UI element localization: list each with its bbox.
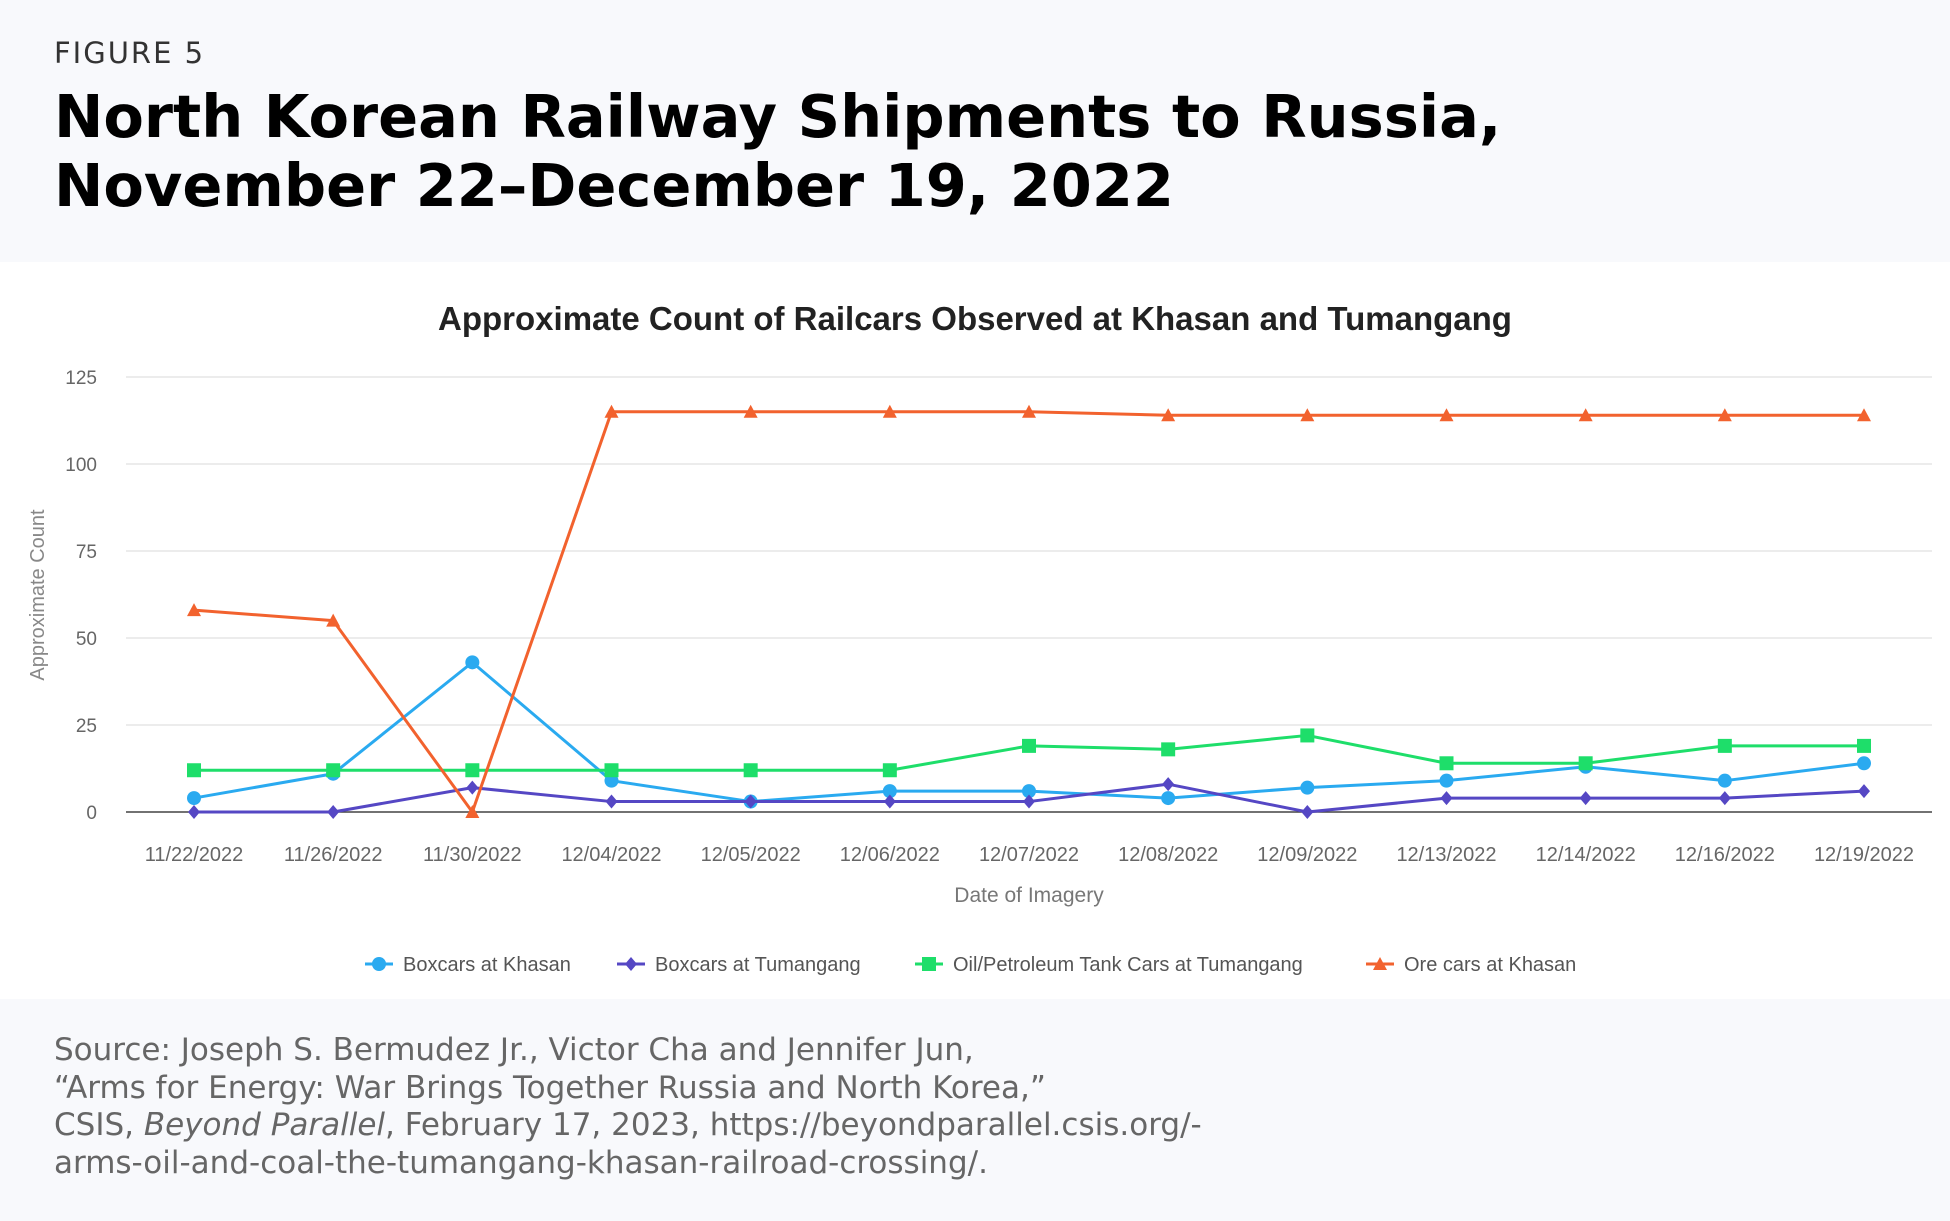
data-point bbox=[1578, 756, 1593, 771]
data-point bbox=[744, 794, 757, 809]
source-date-url: , February 17, 2023, https://beyondparal… bbox=[385, 1107, 1202, 1143]
data-point bbox=[1161, 791, 1176, 806]
data-point bbox=[1717, 738, 1732, 753]
data-point bbox=[1439, 408, 1454, 422]
data-point bbox=[1300, 728, 1315, 743]
data-point bbox=[1579, 791, 1592, 806]
data-point bbox=[743, 763, 758, 778]
legend-marker bbox=[922, 957, 936, 971]
data-point bbox=[1857, 738, 1871, 753]
data-point bbox=[1718, 791, 1731, 806]
legend-label: Ore cars at Khasan bbox=[1404, 954, 1576, 976]
y-tick-label: 100 bbox=[65, 455, 97, 476]
x-tick-label: 12/05/2022 bbox=[701, 844, 801, 866]
series-line-0 bbox=[193, 660, 1865, 804]
legend-label: Boxcars at Tumangang bbox=[655, 954, 861, 976]
x-tick-label: 12/09/2022 bbox=[1257, 844, 1357, 866]
source-prefix: CSIS, bbox=[54, 1107, 144, 1143]
x-tick-label: 12/08/2022 bbox=[1118, 844, 1218, 866]
data-point bbox=[188, 805, 200, 819]
y-tick-label: 50 bbox=[76, 629, 97, 650]
data-point bbox=[327, 805, 340, 819]
y-tick-label: 25 bbox=[76, 716, 97, 737]
figure-title-line-1: North Korean Railway Shipments to Russia… bbox=[54, 82, 1502, 151]
source-line-4: arms-oil-and-coal-the-tumangang-khasan-r… bbox=[54, 1144, 988, 1181]
x-axis-title: Date of Imagery bbox=[954, 884, 1104, 907]
x-tick-label: 12/06/2022 bbox=[840, 844, 940, 866]
data-point bbox=[1022, 738, 1036, 753]
figure-title: North Korean Railway Shipments to Russia… bbox=[54, 82, 1554, 220]
data-point bbox=[326, 763, 341, 778]
x-tick-label: 12/19/2022 bbox=[1814, 844, 1914, 866]
data-point bbox=[1857, 756, 1871, 771]
line-chart: Approximate Count of Railcars Observed a… bbox=[27, 300, 1932, 976]
chart-panel: Approximate Count of Railcars Observed a… bbox=[0, 262, 1950, 999]
y-tick-label: 75 bbox=[76, 542, 97, 563]
data-point bbox=[1857, 408, 1871, 422]
data-point bbox=[1023, 794, 1035, 809]
x-tick-label: 12/13/2022 bbox=[1396, 844, 1496, 866]
y-axis-title: Approximate Count bbox=[27, 509, 49, 681]
x-tick-label: 12/16/2022 bbox=[1675, 844, 1775, 866]
data-point bbox=[1301, 805, 1314, 819]
legend-label: Oil/Petroleum Tank Cars at Tumangang bbox=[953, 954, 1303, 976]
data-point bbox=[604, 763, 619, 778]
x-tick-label: 12/04/2022 bbox=[561, 844, 661, 866]
data-point bbox=[605, 794, 618, 809]
data-point bbox=[1439, 756, 1454, 771]
source-publication: Beyond Parallel bbox=[143, 1107, 386, 1143]
data-point bbox=[1578, 408, 1593, 422]
x-tick-label: 11/30/2022 bbox=[423, 844, 522, 866]
data-point bbox=[466, 780, 479, 795]
y-tick-label: 125 bbox=[65, 368, 97, 389]
data-point bbox=[743, 404, 758, 418]
data-point bbox=[883, 794, 896, 809]
data-point bbox=[1300, 780, 1315, 795]
x-tick-label: 12/14/2022 bbox=[1536, 844, 1636, 866]
legend-marker bbox=[372, 957, 386, 971]
data-point bbox=[465, 763, 480, 778]
data-point bbox=[465, 805, 480, 818]
source-note: Source: Joseph S. Bermudez Jr., Victor C… bbox=[54, 1032, 1454, 1182]
data-point bbox=[1300, 408, 1315, 422]
figure-title-line-2: November 22–December 19, 2022 bbox=[54, 151, 1174, 220]
x-tick-label: 12/07/2022 bbox=[979, 844, 1079, 866]
data-point bbox=[1161, 742, 1176, 757]
data-point bbox=[882, 784, 897, 799]
data-point bbox=[1439, 773, 1454, 788]
chart-title: Approximate Count of Railcars Observed a… bbox=[438, 300, 1512, 337]
data-point bbox=[326, 613, 341, 627]
x-tick-label: 11/22/2022 bbox=[145, 844, 244, 866]
data-point bbox=[1161, 408, 1176, 422]
data-point bbox=[187, 603, 201, 617]
data-point bbox=[187, 763, 201, 778]
data-point bbox=[1022, 784, 1036, 799]
legend-marker bbox=[625, 957, 637, 971]
source-line-3: CSIS, Beyond Parallel, February 17, 2023… bbox=[54, 1107, 1454, 1145]
data-point bbox=[1858, 784, 1870, 799]
data-point bbox=[1022, 404, 1036, 418]
data-point bbox=[1440, 791, 1453, 806]
data-point bbox=[1162, 777, 1175, 792]
y-tick-label: 0 bbox=[86, 803, 97, 824]
data-point bbox=[882, 763, 897, 778]
legend-label: Boxcars at Khasan bbox=[403, 954, 571, 976]
data-point bbox=[1717, 773, 1732, 788]
data-point bbox=[882, 404, 897, 418]
legend-marker bbox=[1373, 957, 1387, 970]
data-point bbox=[187, 791, 201, 806]
data-point bbox=[465, 655, 480, 670]
x-tick-label: 11/26/2022 bbox=[284, 844, 383, 866]
data-point bbox=[604, 404, 619, 418]
source-line-1: Source: Joseph S. Bermudez Jr., Victor C… bbox=[54, 1032, 974, 1068]
source-line-2: “Arms for Energy: War Brings Together Ru… bbox=[54, 1069, 1046, 1106]
data-point bbox=[1717, 408, 1732, 422]
figure-label: FIGURE 5 bbox=[54, 36, 206, 70]
